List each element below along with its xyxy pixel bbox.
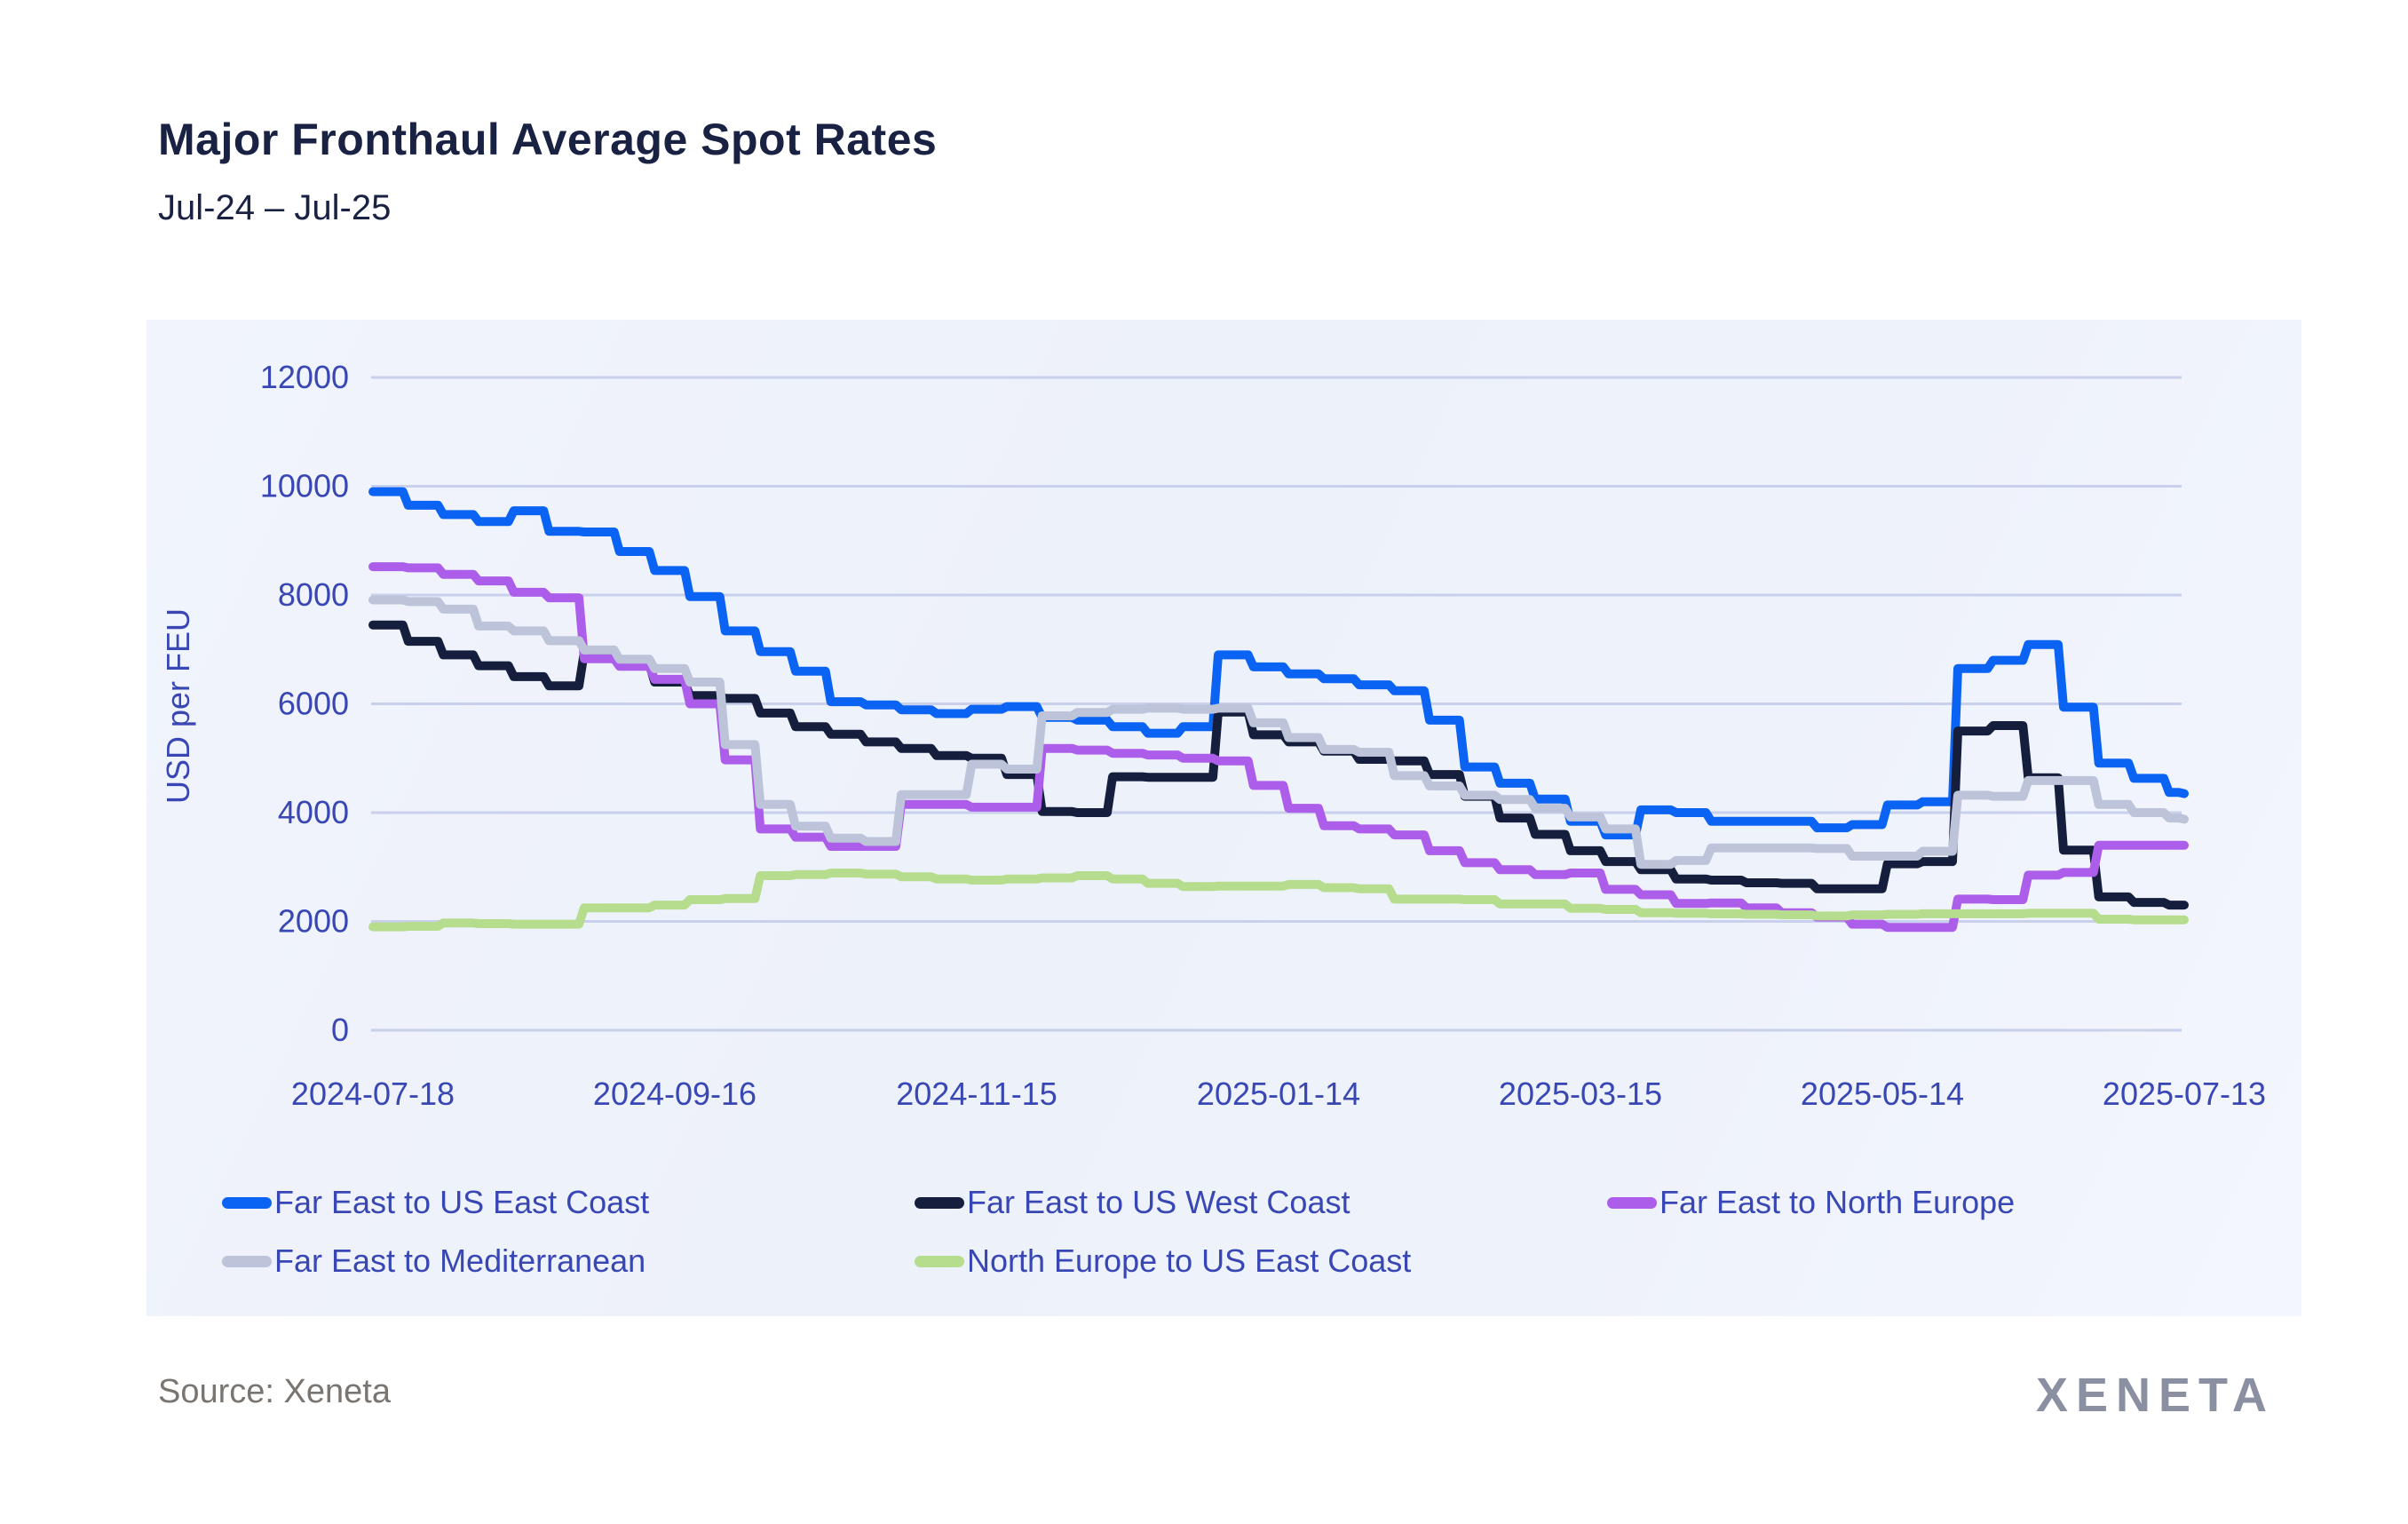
- legend-item-far-east-to-north-europe: Far East to North Europe: [1607, 1183, 2300, 1222]
- xeneta-logo: XENETA: [2035, 1369, 2275, 1422]
- y-tick-2000: 2000: [278, 903, 349, 940]
- series-line-far-east-to-north-europe: [368, 562, 2189, 933]
- legend-swatch-far-east-to-north-europe: [1607, 1196, 1657, 1209]
- legend-swatch-north-europe-to-us-east-coast: [915, 1255, 964, 1267]
- x-tick-2025-05-14: 2025-05-14: [1801, 1076, 1964, 1112]
- y-tick-12000: 12000: [260, 359, 349, 395]
- spot-rates-line-chart: 0 2000 4000 6000 8000 10000 12000 2024-07-18 202…: [160, 359, 2266, 1112]
- x-tick-2025-03-15: 2025-03-15: [1499, 1076, 1662, 1112]
- legend-label-north-europe-to-us-east-coast: North Europe to US East Coast: [967, 1242, 1412, 1279]
- chart-panel: 0 2000 4000 6000 8000 10000 12000 2024-07-18 202…: [147, 320, 2301, 1316]
- legend-label-far-east-to-us-west-coast: Far East to US West Coast: [967, 1184, 1351, 1220]
- legend-label-far-east-to-us-east-coast: Far East to US East Coast: [274, 1184, 650, 1220]
- y-tick-6000: 6000: [278, 686, 349, 722]
- y-tick-8000: 8000: [278, 576, 349, 613]
- source-note: Source: Xeneta: [158, 1373, 391, 1410]
- series-line-north-europe-to-us-east-coast: [368, 869, 2189, 932]
- legend-item-far-east-to-mediterranean: Far East to Mediterranean: [222, 1242, 915, 1281]
- legend-item-far-east-to-us-west-coast: Far East to US West Coast: [915, 1183, 1607, 1222]
- y-tick-4000: 4000: [278, 794, 349, 830]
- x-tick-2024-11-15: 2024-11-15: [896, 1076, 1057, 1112]
- y-axis-title: USD per FEU: [160, 608, 196, 804]
- legend-label-far-east-to-north-europe: Far East to North Europe: [1659, 1184, 2016, 1220]
- x-tick-2024-07-18: 2024-07-18: [291, 1076, 455, 1112]
- x-tick-2025-07-13: 2025-07-13: [2103, 1076, 2266, 1112]
- y-tick-10000: 10000: [260, 468, 349, 504]
- page-subtitle: Jul-24 – Jul-25: [158, 188, 392, 227]
- chart-legend: Far East to US East Coast Far East to US …: [222, 1183, 2300, 1281]
- x-tick-2025-01-14: 2025-01-14: [1197, 1076, 1360, 1112]
- legend-label-far-east-to-mediterranean: Far East to Mediterranean: [274, 1242, 646, 1279]
- series-line-far-east-to-mediterranean: [368, 595, 2189, 869]
- legend-swatch-far-east-to-us-east-coast: [222, 1196, 272, 1209]
- legend-swatch-far-east-to-mediterranean: [222, 1255, 272, 1267]
- page-title: Major Fronthaul Average Spot Rates: [158, 115, 938, 164]
- y-tick-0: 0: [331, 1012, 349, 1048]
- x-tick-2024-09-16: 2024-09-16: [593, 1076, 756, 1112]
- series-line-far-east-to-us-east-coast: [368, 487, 2189, 840]
- legend-swatch-far-east-to-us-west-coast: [915, 1196, 964, 1209]
- legend-item-north-europe-to-us-east-coast: North Europe to US East Coast: [915, 1242, 1607, 1281]
- legend-item-far-east-to-us-east-coast: Far East to US East Coast: [222, 1183, 915, 1222]
